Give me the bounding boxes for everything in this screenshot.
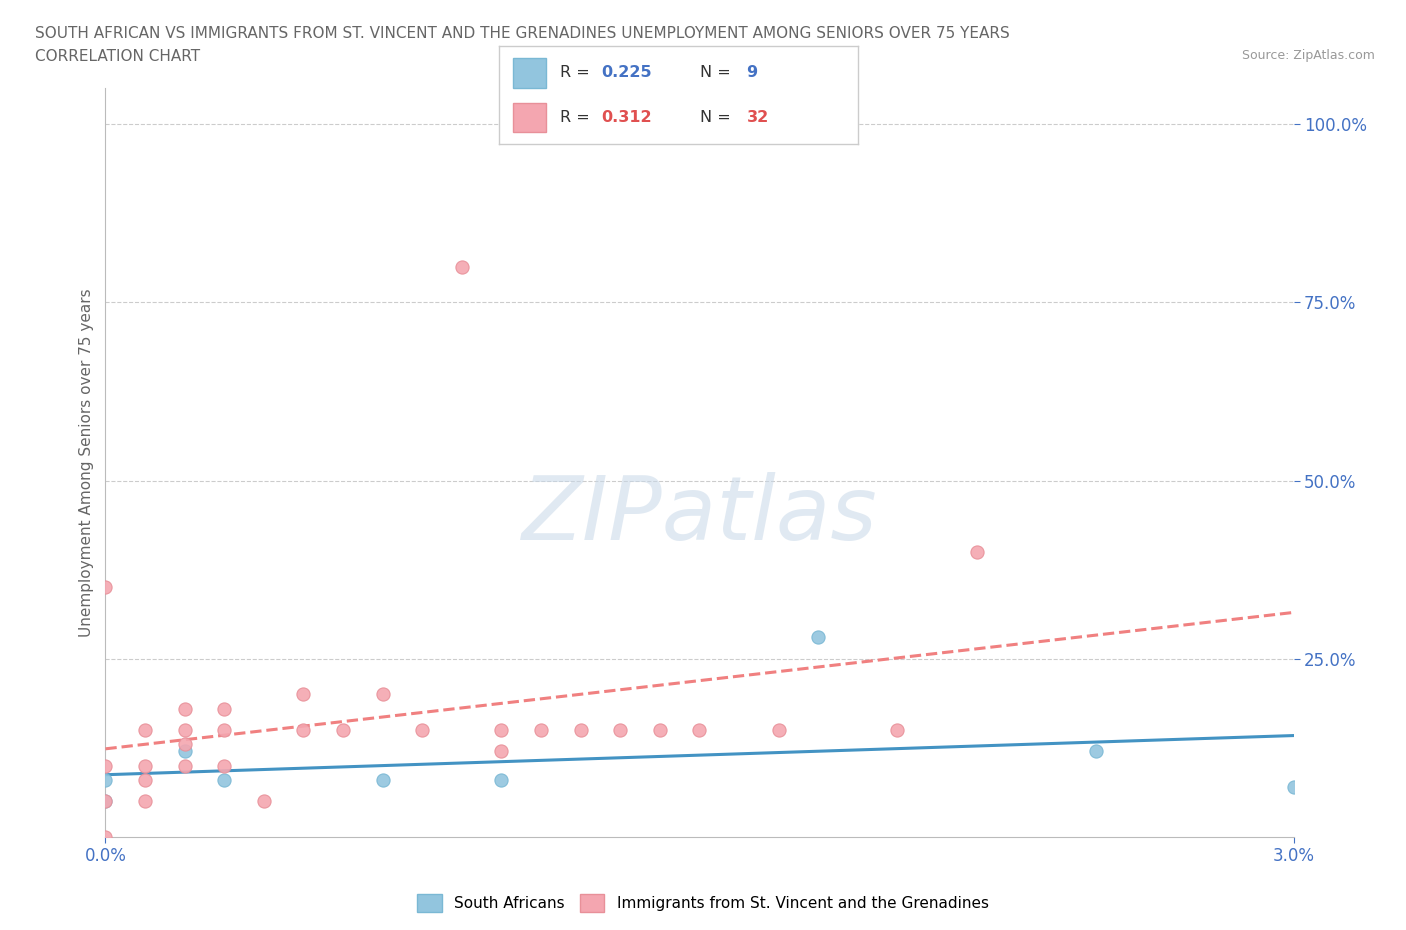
Point	[94, 830, 117, 844]
Point	[173, 723, 195, 737]
Point	[450, 259, 472, 274]
Point	[173, 701, 195, 716]
Text: N =: N =	[700, 65, 735, 80]
Text: SOUTH AFRICAN VS IMMIGRANTS FROM ST. VINCENT AND THE GRENADINES UNEMPLOYMENT AMO: SOUTH AFRICAN VS IMMIGRANTS FROM ST. VIN…	[35, 26, 1010, 41]
Point	[94, 794, 117, 809]
Point	[134, 758, 156, 773]
Text: ZIPatlas: ZIPatlas	[522, 472, 877, 558]
Point	[807, 630, 830, 644]
Legend: South Africans, Immigrants from St. Vincent and the Grenadines: South Africans, Immigrants from St. Vinc…	[412, 888, 994, 918]
Text: 32: 32	[747, 111, 769, 126]
Point	[491, 723, 513, 737]
Point	[1282, 779, 1305, 794]
Text: Source: ZipAtlas.com: Source: ZipAtlas.com	[1241, 49, 1375, 62]
Point	[648, 723, 671, 737]
Bar	[513, 103, 546, 132]
Point	[134, 794, 156, 809]
Point	[292, 687, 315, 702]
Point	[214, 723, 236, 737]
Point	[332, 723, 354, 737]
Point	[491, 773, 513, 788]
Point	[292, 723, 315, 737]
Point	[886, 723, 908, 737]
Point	[214, 758, 236, 773]
Point	[768, 723, 790, 737]
Point	[173, 744, 195, 759]
Point	[966, 544, 988, 559]
Point	[253, 794, 276, 809]
Point	[214, 773, 236, 788]
Point	[173, 758, 195, 773]
Text: N =: N =	[700, 111, 735, 126]
Point	[134, 773, 156, 788]
Point	[491, 744, 513, 759]
Point	[371, 687, 394, 702]
Point	[689, 723, 711, 737]
Point	[371, 773, 394, 788]
Text: 9: 9	[747, 65, 758, 80]
Text: CORRELATION CHART: CORRELATION CHART	[35, 49, 200, 64]
Y-axis label: Unemployment Among Seniors over 75 years: Unemployment Among Seniors over 75 years	[79, 288, 94, 637]
Text: 0.312: 0.312	[602, 111, 652, 126]
Point	[94, 773, 117, 788]
Bar	[513, 59, 546, 87]
Text: R =: R =	[560, 65, 595, 80]
Point	[173, 737, 195, 751]
Point	[94, 580, 117, 595]
Text: 0.225: 0.225	[602, 65, 652, 80]
Point	[94, 794, 117, 809]
Point	[134, 723, 156, 737]
Point	[94, 758, 117, 773]
Text: R =: R =	[560, 111, 595, 126]
Point	[609, 723, 631, 737]
Point	[569, 723, 592, 737]
Point	[411, 723, 433, 737]
Point	[214, 701, 236, 716]
Point	[1084, 744, 1107, 759]
Point	[530, 723, 553, 737]
